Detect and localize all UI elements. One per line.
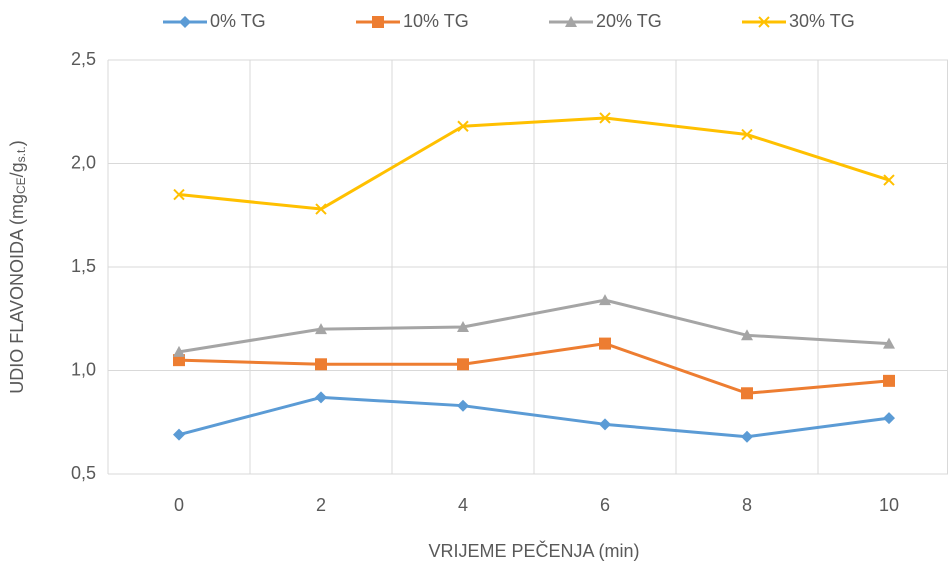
y-label-part: UDIO FLAVONOIDA (mg <box>7 194 27 394</box>
x-tick-label: 8 <box>742 495 752 515</box>
legend-label: 0% TG <box>210 11 266 31</box>
marker <box>372 16 384 28</box>
marker <box>883 374 895 387</box>
y-tick-label: 2,5 <box>71 49 96 69</box>
x-tick-label: 0 <box>174 495 184 515</box>
y-axis-label: UDIO FLAVONOIDA (mgCE/gs.t.) <box>7 140 28 393</box>
y-tick-label: 2,0 <box>71 152 96 172</box>
y-tick-label: 1,0 <box>71 359 96 379</box>
marker <box>457 358 469 371</box>
y-label-part: ) <box>7 140 27 146</box>
marker <box>457 120 469 132</box>
legend-label: 10% TG <box>403 11 469 31</box>
marker <box>457 321 469 333</box>
x-tick-label: 10 <box>879 495 899 515</box>
marker <box>883 337 895 349</box>
marker <box>173 345 185 357</box>
y-label-part: /g <box>7 162 27 177</box>
marker <box>179 16 191 28</box>
series-line <box>178 395 890 439</box>
marker <box>565 16 577 27</box>
y-tick-label: 1,5 <box>71 256 96 276</box>
marker <box>883 412 895 425</box>
marker <box>315 203 327 215</box>
legend-label: 20% TG <box>596 11 662 31</box>
legend-label: 30% TG <box>789 11 855 31</box>
marker <box>599 112 611 124</box>
marker <box>315 391 327 404</box>
marker <box>599 418 611 431</box>
series-line <box>178 342 890 395</box>
marker <box>741 387 753 400</box>
series-line <box>178 298 890 354</box>
series-line <box>178 116 890 211</box>
marker <box>741 128 753 141</box>
marker <box>457 399 469 412</box>
y-label-sub: s.t. <box>14 146 28 162</box>
x-tick-label: 6 <box>600 495 610 515</box>
y-label-sub: CE <box>14 177 28 194</box>
x-tick-label: 2 <box>316 495 326 515</box>
marker <box>741 430 753 443</box>
marker <box>173 354 185 367</box>
marker <box>599 337 611 350</box>
marker <box>315 323 327 335</box>
marker <box>315 358 327 371</box>
marker <box>758 16 770 28</box>
x-tick-label: 4 <box>458 495 468 515</box>
marker <box>173 428 185 441</box>
x-axis-label: VRIJEME PEČENJA (min) <box>428 540 639 561</box>
marker <box>741 329 753 341</box>
marker <box>883 174 895 186</box>
marker <box>599 294 611 306</box>
y-tick-label: 0,5 <box>71 463 96 483</box>
marker <box>173 188 185 201</box>
